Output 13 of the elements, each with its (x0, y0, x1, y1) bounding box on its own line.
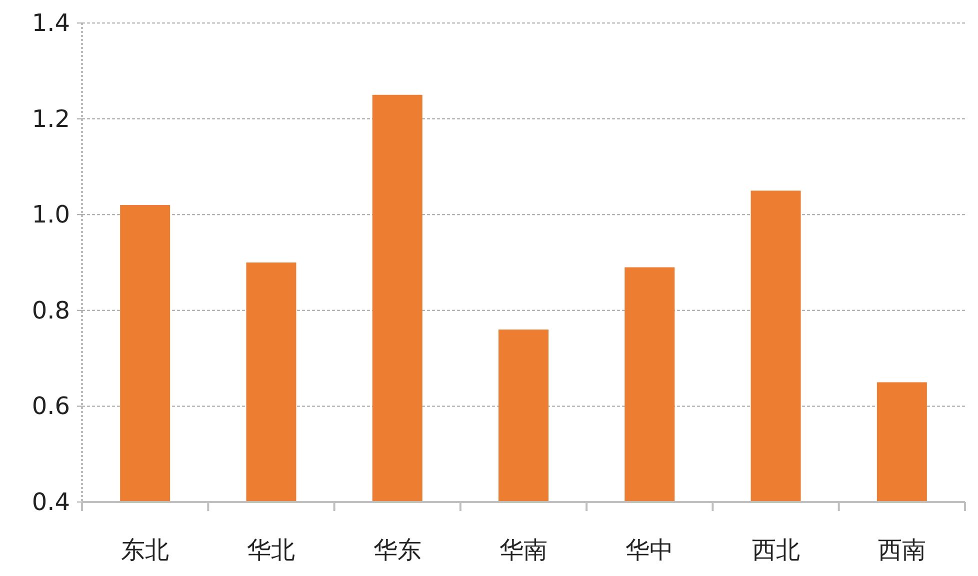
y-tick-label: 1.0 (32, 200, 70, 229)
y-tick-label: 1.4 (32, 9, 70, 37)
y-tick-label: 0.8 (32, 296, 70, 324)
x-tick-label: 西北 (752, 536, 800, 564)
x-tick-label: 华南 (500, 536, 548, 564)
x-tick-label: 华中 (626, 536, 674, 564)
y-tick-label: 0.6 (32, 392, 70, 420)
x-tick-label: 华北 (247, 536, 296, 564)
x-tick-label: 华东 (373, 536, 422, 564)
x-tick-label: 西南 (878, 536, 926, 564)
y-tick-label: 0.4 (32, 488, 70, 516)
x-tick-label: 东北 (121, 536, 170, 564)
y-tick-label: 1.2 (32, 104, 70, 133)
